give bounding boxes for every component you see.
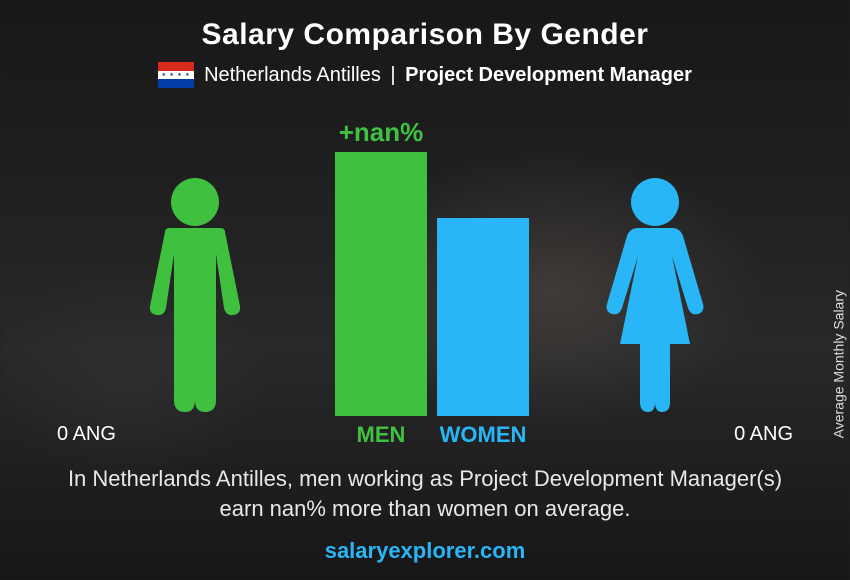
value-male: 0 ANG xyxy=(57,423,116,446)
bar-label-male: MEN xyxy=(357,422,406,448)
role-name: Project Development Manager xyxy=(405,64,692,86)
pct-badge: +nan% xyxy=(339,117,424,148)
bar-label-female: WOMEN xyxy=(440,422,527,448)
male-figure-icon xyxy=(130,176,260,416)
subtitle-row: ★ ★ ★ ★ ★ Netherlands Antilles | Project… xyxy=(0,62,850,88)
chart-area: +nan% MEN WOMEN 0 ANG 0 ANG xyxy=(115,116,735,446)
footer-link[interactable]: salaryexplorer.com xyxy=(0,538,850,564)
page-title: Salary Comparison By Gender xyxy=(0,0,850,52)
separator: | xyxy=(390,64,395,86)
flag-icon: ★ ★ ★ ★ ★ xyxy=(158,62,194,88)
description-text: In Netherlands Antilles, men working as … xyxy=(0,464,850,523)
country-name: Netherlands Antilles xyxy=(204,64,381,86)
subtitle-text: Netherlands Antilles | Project Developme… xyxy=(204,64,692,87)
content-root: Salary Comparison By Gender ★ ★ ★ ★ ★ Ne… xyxy=(0,0,850,580)
bar-male: +nan% MEN xyxy=(335,152,427,416)
bar-female: WOMEN xyxy=(437,218,529,416)
value-female: 0 ANG xyxy=(734,423,793,446)
female-figure-icon xyxy=(590,176,720,416)
y-axis-label: Average Monthly Salary xyxy=(830,290,846,438)
